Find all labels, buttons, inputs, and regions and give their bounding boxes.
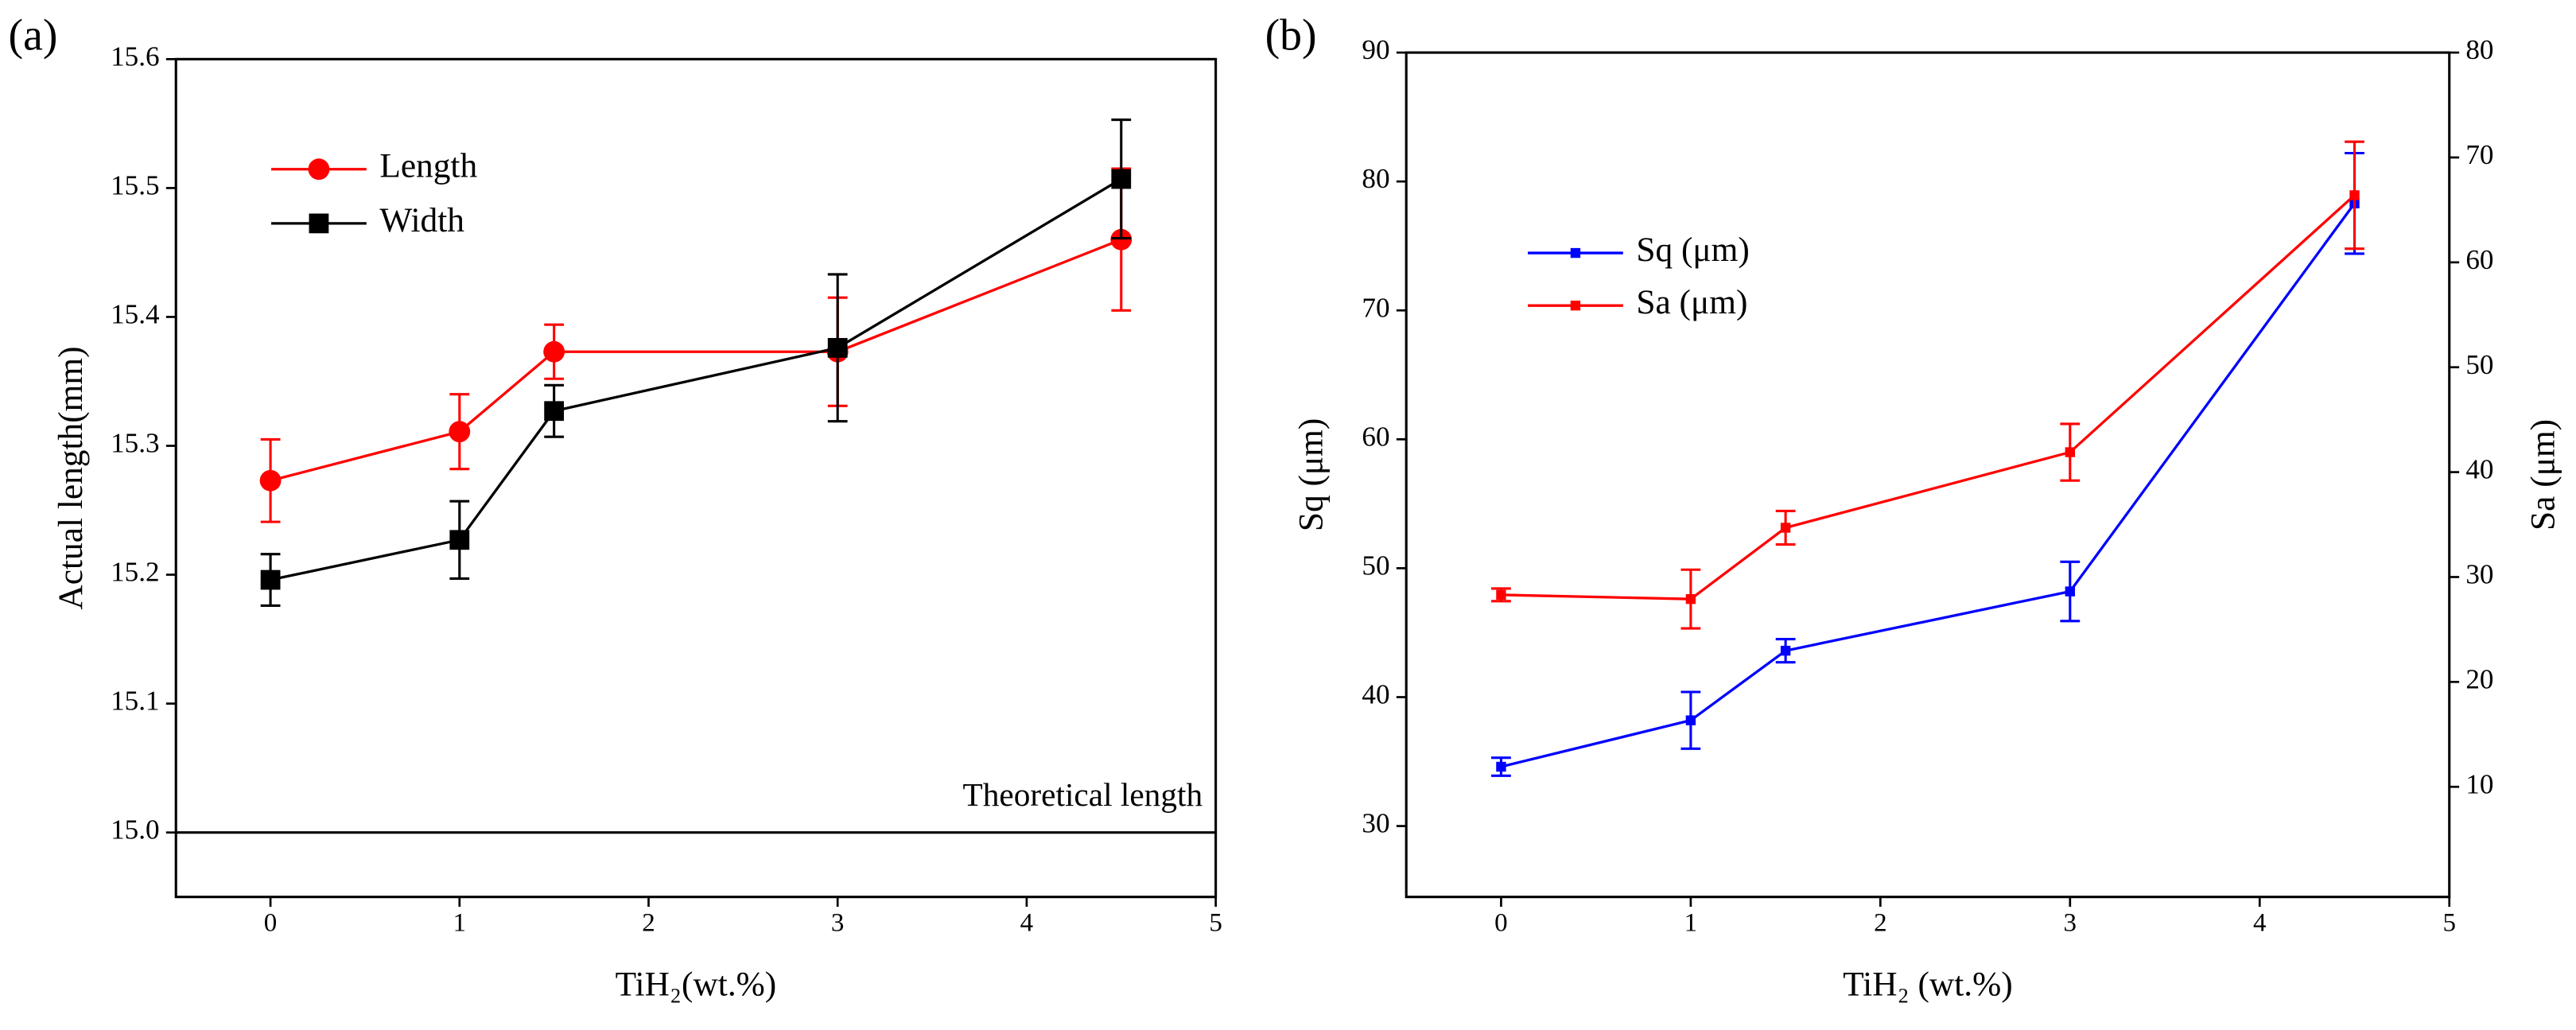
y-axis-label: Actual length(mm) [52, 346, 90, 609]
series-line [270, 238, 1122, 482]
y2-tick-label: 30 [2465, 559, 2493, 590]
y-tick-label: 40 [1362, 679, 1389, 710]
legend-marker [1570, 247, 1581, 258]
y-tick-label: 15.4 [111, 299, 159, 330]
data-point [827, 337, 848, 358]
y-tick-label: 15.5 [111, 169, 159, 200]
x-tick-label: 0 [1494, 908, 1508, 937]
x-tick-label: 0 [264, 908, 278, 937]
y2-tick-label: 20 [2465, 663, 2493, 694]
data-point [1780, 645, 1791, 656]
data-point [1110, 228, 1133, 251]
data-point [2065, 586, 2076, 597]
data-point [544, 401, 565, 422]
x-axis-label: TiH₂(wt.%) [616, 965, 777, 1003]
x-axis-label: TiH₂ (wt.%) [1843, 965, 2012, 1003]
y-axis-label: Sq (μm) [1292, 418, 1330, 532]
y2-tick-label: 10 [2465, 768, 2493, 799]
x-tick-label: 1 [1684, 908, 1698, 937]
plot-frame [174, 57, 1218, 899]
data-point [259, 469, 282, 492]
x-tick-label: 4 [1020, 908, 1034, 937]
x-tick-label: 2 [642, 908, 655, 937]
y2-tick-label: 60 [2465, 244, 2493, 275]
y-tick-label: 15.6 [111, 41, 159, 72]
y-tick-label: 15.0 [111, 814, 159, 845]
y-tick-label: 50 [1362, 550, 1389, 581]
data-point [2349, 190, 2360, 200]
legend-label: Sa (μm) [1636, 283, 1747, 321]
x-tick-label: 5 [2442, 908, 2456, 937]
series-line [1501, 202, 2356, 768]
x-tick-label: 5 [1209, 908, 1222, 937]
legend-marker [308, 158, 330, 181]
y-tick-label: 90 [1362, 34, 1389, 65]
x-tick-label: 4 [2253, 908, 2267, 937]
data-point [1496, 589, 1506, 601]
panel-label: (b) [1265, 10, 1317, 60]
y2-axis-label: Sa (μm) [2524, 419, 2562, 531]
y-tick-label: 80 [1362, 163, 1389, 194]
legend-label: Sq (μm) [1636, 231, 1750, 269]
y2-tick-label: 50 [2465, 349, 2493, 380]
legend-label: Length [379, 147, 477, 185]
data-point [2065, 447, 2076, 457]
data-point [1685, 593, 1696, 604]
y2-tick-label: 40 [2465, 454, 2493, 485]
legend-marker [309, 213, 329, 234]
y-tick-label: 15.2 [111, 557, 159, 588]
y-tick-label: 70 [1362, 292, 1389, 323]
x-tick-label: 1 [453, 908, 467, 937]
y-tick-label: 30 [1362, 808, 1389, 839]
data-point [1496, 761, 1506, 772]
y-tick-label: 15.1 [111, 686, 159, 717]
data-point [449, 530, 470, 550]
data-point [1685, 715, 1696, 725]
y-tick-label: 60 [1362, 421, 1389, 452]
y2-tick-label: 80 [2465, 34, 2493, 65]
data-point [260, 569, 281, 590]
legend-marker [1570, 300, 1581, 311]
panel-label: (a) [9, 10, 58, 60]
x-tick-label: 3 [2064, 908, 2077, 937]
data-point [543, 340, 565, 363]
x-tick-label: 3 [831, 908, 845, 937]
data-point [1780, 523, 1791, 533]
reference-label: Theoretical length [963, 776, 1203, 813]
plot-frame [1405, 51, 2451, 899]
y-tick-label: 15.3 [111, 428, 159, 459]
y2-tick-label: 70 [2465, 139, 2493, 170]
data-point [449, 421, 471, 443]
data-point [1111, 169, 1132, 189]
series-line [1501, 194, 2356, 601]
legend-label: Width [379, 201, 464, 239]
x-tick-label: 2 [1874, 908, 1887, 937]
